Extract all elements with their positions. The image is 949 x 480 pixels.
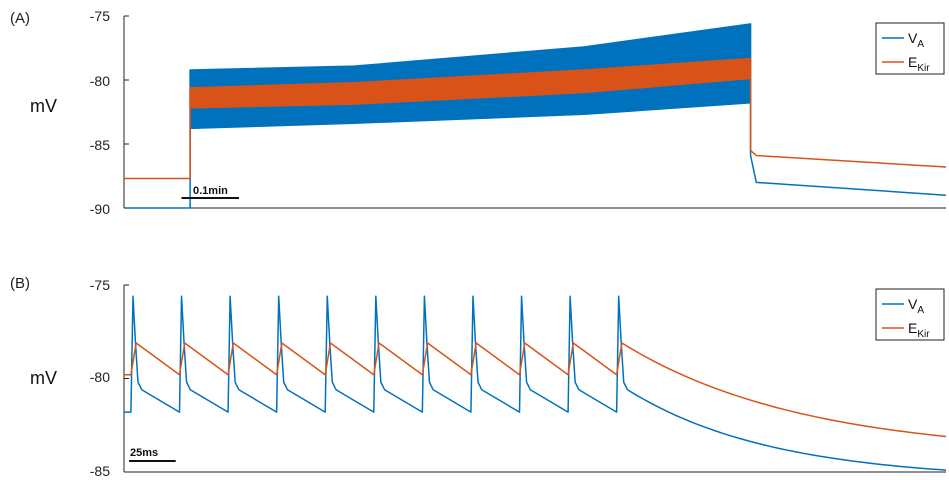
panel-b-axes <box>123 284 946 473</box>
panel-a-label: (A) <box>10 10 30 27</box>
panel-b-y-tick-label: -85 <box>90 463 110 479</box>
panel-b-legend-box <box>875 288 945 341</box>
panel-b-legend: VA EKir <box>875 288 945 341</box>
panel-b-y-tick-labels: -75 -80 -85 <box>90 277 110 479</box>
panel-b-label: (B) <box>10 275 30 292</box>
panel-b-plot-area <box>124 295 947 471</box>
panel-a-y-tick-label: -75 <box>90 8 110 24</box>
panel-b-va-trace <box>124 295 947 471</box>
panel-b-y-axis-label: mV <box>30 368 57 388</box>
panel-a-plot-area <box>124 23 947 209</box>
panel-a-legend-box <box>875 22 945 75</box>
panel-a-legend-ekir: EKir <box>908 54 930 74</box>
panel-a-scale-bar-label: 0.1min <box>193 185 228 197</box>
panel-b-y-tick-label: -75 <box>90 277 110 293</box>
panel-a-legend: VA EKir <box>875 22 945 75</box>
panel-b-legend-ekir: EKir <box>908 320 930 340</box>
panel-b: (B) mV -75 -80 -85 25ms VA EKir <box>10 275 947 479</box>
panel-a-y-tick-labels: -75 -80 -85 -90 <box>90 8 110 217</box>
panel-a-y-axis-label: mV <box>30 96 57 116</box>
panel-a-va-tail <box>749 155 947 196</box>
panel-b-scale-bar-label: 25ms <box>130 447 158 459</box>
panel-a: (A) mV -75 -80 -85 -90 0.1min VA EKir <box>10 8 947 217</box>
panel-a-ekir-tail <box>750 149 947 168</box>
panel-b-legend-va: VA <box>908 296 924 316</box>
panel-a-legend-va: VA <box>908 30 924 50</box>
panel-b-y-tick-label: -80 <box>90 369 110 385</box>
panel-b-scale-bar: 25ms <box>129 447 176 462</box>
panel-a-y-tick-label: -80 <box>90 73 110 89</box>
panel-a-scale-bar: 0.1min <box>181 185 239 199</box>
panel-a-y-tick-label: -90 <box>90 201 110 217</box>
panel-b-ekir-trace <box>124 342 947 438</box>
panel-a-y-tick-label: -85 <box>90 137 110 153</box>
